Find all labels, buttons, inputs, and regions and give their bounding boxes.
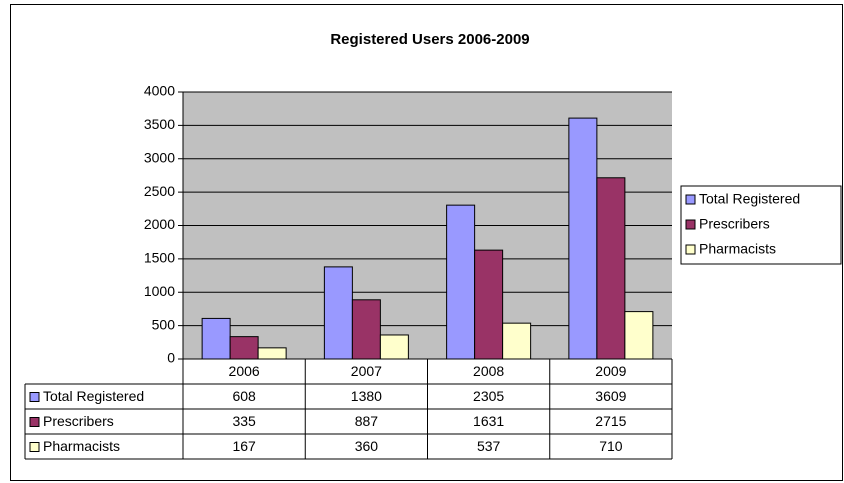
bar <box>351 299 381 360</box>
x-tick-label: 2007 <box>351 363 382 379</box>
table-row-label: Pharmacists <box>43 438 120 454</box>
bar <box>323 266 353 360</box>
bar <box>229 336 259 360</box>
bar <box>474 249 504 360</box>
table-cell: 608 <box>232 388 256 404</box>
y-tick-label: 1000 <box>144 283 175 299</box>
x-tick-label: 2006 <box>229 363 260 379</box>
table-key <box>29 442 40 452</box>
table-cell: 2305 <box>473 388 504 404</box>
bar <box>257 347 287 360</box>
table-cell: 537 <box>477 438 501 454</box>
y-tick-label: 1500 <box>144 250 175 266</box>
y-tick-label: 2000 <box>144 216 175 232</box>
table-cell: 1631 <box>473 413 504 429</box>
bar <box>379 334 409 360</box>
legend-key <box>685 219 696 230</box>
bar <box>624 311 654 360</box>
table-cell: 360 <box>355 438 379 454</box>
table-row-label: Prescribers <box>43 413 114 429</box>
y-tick-label: 500 <box>152 316 176 332</box>
bar <box>201 317 231 360</box>
table-cell: 335 <box>232 413 256 429</box>
y-tick-label: 2500 <box>144 183 175 199</box>
y-tick-label: 3000 <box>144 149 175 165</box>
table-cell: 167 <box>232 438 256 454</box>
legend-label: Prescribers <box>699 216 770 232</box>
y-tick-label: 0 <box>167 350 175 366</box>
legend-label: Pharmacists <box>699 241 776 257</box>
chart-title: Registered Users 2006-2009 <box>330 31 529 48</box>
table-cell: 2715 <box>595 413 626 429</box>
table-cell: 887 <box>355 413 379 429</box>
legend-label: Total Registered <box>699 191 800 207</box>
y-tick-label: 3500 <box>144 116 175 132</box>
table-cell: 710 <box>599 438 623 454</box>
x-tick-label: 2009 <box>595 363 626 379</box>
legend-box <box>680 185 842 265</box>
table-cell: 3609 <box>595 388 626 404</box>
table-row-label: Total Registered <box>43 388 144 404</box>
x-tick-label: 2008 <box>473 363 504 379</box>
legend-key <box>685 194 696 205</box>
table-key <box>29 417 40 427</box>
bar <box>446 204 476 360</box>
legend-key <box>685 244 696 255</box>
bar <box>502 322 532 360</box>
table-cell: 1380 <box>351 388 382 404</box>
table-key <box>29 392 40 402</box>
bar <box>596 177 626 360</box>
bar <box>568 117 598 360</box>
y-tick-label: 4000 <box>144 83 175 99</box>
